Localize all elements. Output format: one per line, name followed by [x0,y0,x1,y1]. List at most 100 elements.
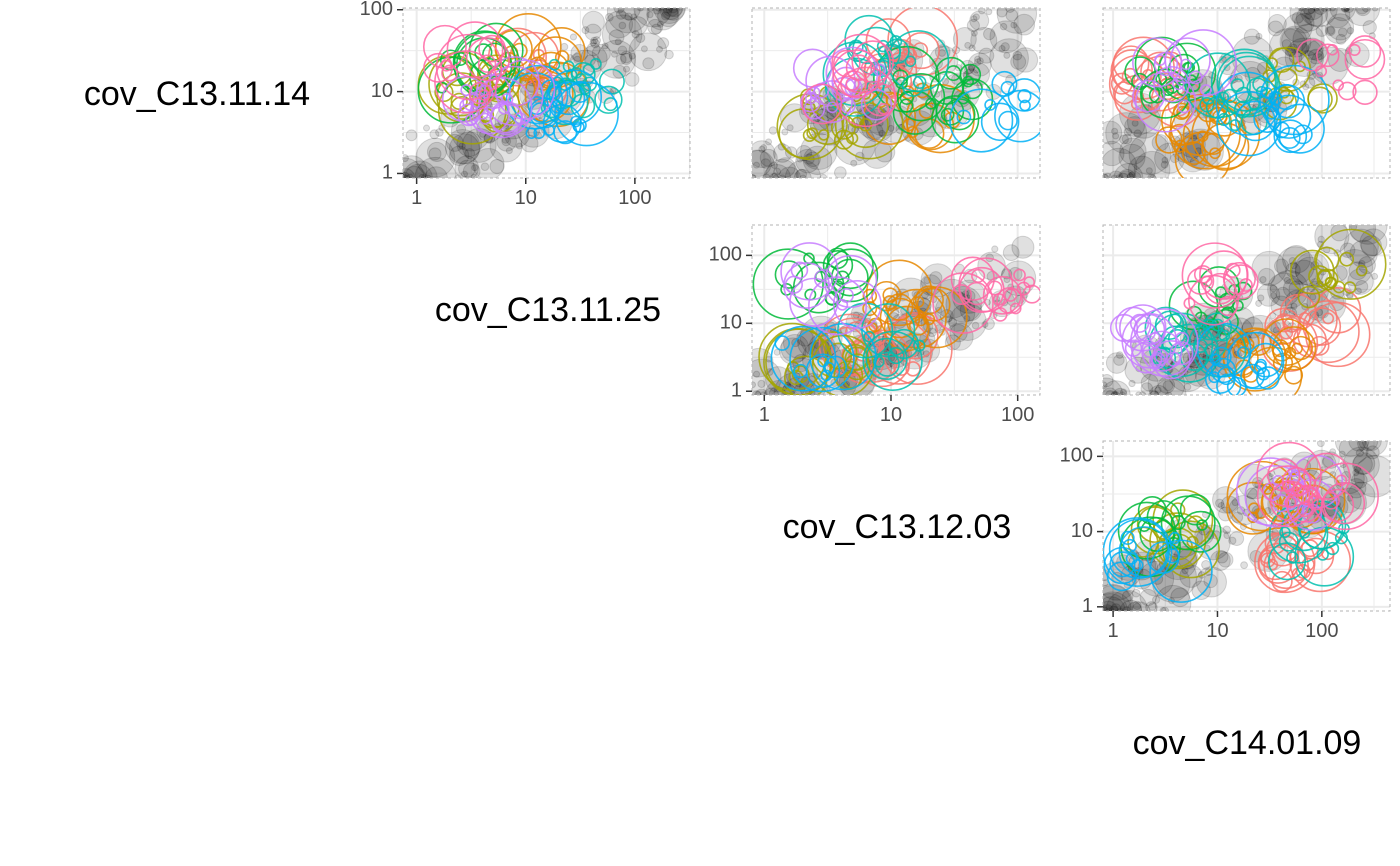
point [403,168,416,178]
cluster-point [1272,494,1291,513]
cluster-point [1164,37,1211,84]
point [1103,172,1112,178]
point [1290,302,1298,310]
cluster-point [457,103,481,127]
cluster-point [982,275,1022,315]
point [941,78,950,86]
point [415,137,456,178]
point [977,251,1006,281]
point [1140,382,1154,395]
cluster-point [1316,43,1340,68]
panel-cov_C14.01.09-vs-cov_C13.11.25 [1102,224,1391,396]
point [652,8,662,15]
point [1257,267,1276,286]
point [1110,391,1119,395]
cluster-point [1229,119,1242,132]
point [802,145,833,176]
point [1231,511,1244,524]
cluster-point [887,346,905,365]
cluster-point [1009,302,1022,315]
cluster-point [809,80,853,124]
cluster-point [949,88,1014,153]
point [1117,169,1136,178]
cluster-point [1266,558,1279,571]
point [640,45,648,53]
x-tick-label: 10 [880,404,902,426]
point [448,133,480,165]
cluster-point [913,339,926,352]
y-tick-label: 1 [1082,595,1093,617]
cluster-point [1232,343,1249,359]
point [1113,354,1125,366]
panel-border [751,224,1041,396]
cluster-point [1131,72,1149,91]
point [752,347,774,378]
y-tick-label: 10 [720,312,742,334]
point [569,33,578,41]
cluster-point [478,34,506,63]
cluster-point [1307,83,1338,114]
cluster-point [1303,452,1351,500]
point [1361,441,1382,451]
cluster-point [1109,551,1136,578]
cluster-point [896,73,946,122]
point [1005,8,1016,13]
point [1301,37,1324,61]
point [1118,172,1129,178]
point [752,390,762,395]
point [628,52,636,60]
point [1295,8,1323,32]
point [606,8,650,34]
cluster-point [958,257,1014,313]
point [752,370,761,378]
point [1303,8,1329,27]
cluster-point [863,330,876,343]
y-tick-label: 1 [731,380,742,402]
point [515,142,523,150]
point [1276,246,1315,285]
cluster-point [1288,335,1314,361]
point [1111,127,1119,135]
cluster-point [1274,313,1294,333]
cluster-point [589,57,602,70]
point [1326,13,1355,41]
cluster-point [1294,60,1306,73]
point [662,8,680,17]
point [760,158,771,169]
point [1324,8,1332,12]
cluster-point [1222,88,1238,104]
point [631,30,640,39]
cluster-point [1157,527,1198,568]
diag-label-cov-c13-12-03: cov_C13.12.03 [783,508,1012,546]
cluster-point [1120,530,1135,545]
point [1351,472,1368,489]
cluster-point [1103,517,1173,587]
point [758,145,766,153]
point [834,166,847,178]
cluster-point [1262,481,1282,502]
point [1013,13,1036,36]
point [752,140,776,168]
point [665,8,684,17]
cluster-point [1309,335,1330,356]
cluster-point [1239,278,1253,292]
point [929,271,943,285]
cluster-point [1325,541,1340,556]
point [968,44,976,52]
cluster-point [1198,318,1220,341]
cluster-point [956,109,972,125]
point [762,173,771,178]
point [1257,294,1265,302]
point [590,36,599,45]
point [850,159,858,167]
cluster-point [468,81,492,105]
point [752,174,757,178]
point [660,11,671,21]
point [601,14,643,55]
cluster-point [570,115,582,128]
cluster-point [872,355,885,368]
panel-cov_C13.11.14-vs-cov_C13.11.14: 1 10 100 1 10 100 [360,0,691,209]
cluster-point [1121,312,1178,369]
point [628,32,668,72]
cluster-point [860,60,875,75]
